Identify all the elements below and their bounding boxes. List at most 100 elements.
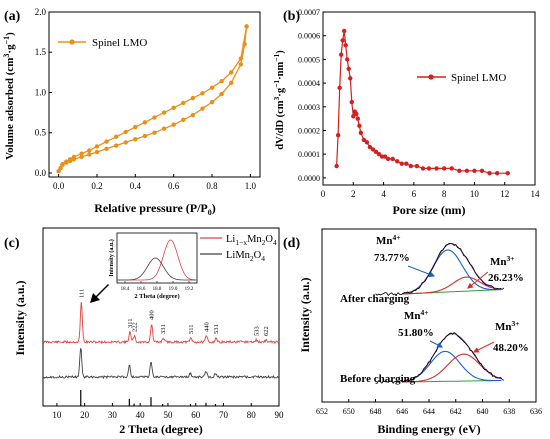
panel-d-after-label: After charging bbox=[340, 293, 410, 305]
panel-b: (b) 0 2 4 6 8 10 12 140.00000.00010.00020.00030… bbox=[272, 8, 540, 217]
panel-c-xtick-label: 10 bbox=[52, 410, 62, 420]
panel-d-before-envelope bbox=[402, 333, 502, 382]
panel-a-point bbox=[123, 129, 128, 135]
panel-d-after-raw bbox=[375, 242, 505, 297]
panel-a-point bbox=[113, 143, 119, 148]
panel-c-red-pattern bbox=[42, 302, 280, 345]
panel-c-peak-label: 622 bbox=[263, 326, 270, 336]
panel-a: (a) 0.0 0.2 0.4 0.6 0.8 1.0 0.0 0.5 1.0 1.5 2.0 Vo… bbox=[2, 7, 261, 217]
panel-a-point bbox=[67, 157, 73, 162]
panel-d-after-mn3-fit bbox=[402, 276, 502, 295]
panel-b-point bbox=[395, 159, 400, 164]
panel-d-after-mn3-arrow bbox=[467, 271, 489, 289]
panel-c-xtick-label: 30 bbox=[108, 410, 118, 420]
panel-d-xtick-label: 636 bbox=[530, 407, 542, 416]
panel-b-point bbox=[367, 144, 373, 150]
panel-b-xtick-label: 6 bbox=[412, 189, 417, 199]
panel-d-xtick-label: 642 bbox=[450, 407, 462, 416]
panel-b-point bbox=[355, 116, 361, 121]
panel-c-xtick-label: 90 bbox=[275, 410, 285, 420]
panel-b-legend-label: Spinel LMO bbox=[451, 72, 506, 84]
panel-c-peak-label: 531 bbox=[213, 324, 220, 334]
panel-c-inset-black bbox=[117, 257, 197, 281]
panel-a-point bbox=[58, 165, 63, 171]
panel-c-legend-red: Li1−xMn2O4 bbox=[226, 234, 277, 247]
panel-b-xtick-label: 10 bbox=[470, 189, 480, 199]
panel-b-point bbox=[464, 168, 470, 173]
panel-a-point bbox=[161, 126, 167, 131]
panel-a-point bbox=[200, 106, 205, 111]
panel-d-before-mn4-arrow bbox=[429, 340, 444, 348]
panel-a-point bbox=[87, 148, 92, 153]
panel-a-ytick-label: 0.0 bbox=[35, 168, 47, 178]
panel-d: (d) 652 650 648 646 644 642 640 638 636 Intensit… bbox=[283, 228, 542, 436]
panel-b-point bbox=[335, 133, 341, 138]
panel-d-before-mn4-fit bbox=[402, 350, 502, 383]
panel-d-xtick-label: 640 bbox=[477, 407, 489, 416]
panel-b-point bbox=[346, 66, 351, 72]
panel-c-peak-label: 311 bbox=[127, 318, 134, 328]
panel-a-point bbox=[71, 154, 77, 160]
panel-b-point bbox=[434, 166, 439, 171]
panel-d-xtick-label: 650 bbox=[343, 407, 355, 416]
panel-a-point bbox=[60, 161, 65, 167]
panel-c-zoom-arrow bbox=[90, 284, 109, 303]
panel-c-inset-xtick-label: 18.4 bbox=[121, 287, 130, 292]
panel-c-inset-xtick-label: 19.2 bbox=[185, 287, 194, 292]
panel-a-xtick-label: 0.4 bbox=[130, 181, 142, 191]
panel-a-point bbox=[190, 95, 196, 101]
panel-c-legend-black: LiMn2O4 bbox=[226, 250, 265, 263]
panel-c-xtick-label: 50 bbox=[163, 410, 173, 420]
panel-c-inset-xlabel: 2 Theta (degree) bbox=[134, 293, 179, 300]
panel-b-point bbox=[358, 130, 364, 136]
panel-d-after-mn4-arrow bbox=[407, 265, 436, 278]
panel-a-xtick-label: 0.8 bbox=[206, 181, 218, 191]
panel-a-point bbox=[64, 159, 69, 164]
panel-a-point bbox=[142, 133, 148, 139]
panel-b-ytick-label: 0.0004 bbox=[298, 79, 320, 88]
panel-b-point bbox=[399, 161, 404, 166]
panel-b-letter: (b) bbox=[283, 9, 300, 24]
panel-d-before-label: Before charging bbox=[340, 373, 416, 385]
panel-a-point bbox=[161, 110, 167, 115]
panel-b-xtick-label: 14 bbox=[531, 189, 541, 199]
panel-b-point bbox=[382, 154, 388, 159]
panel-b-xlabel: Pore size (nm) bbox=[392, 203, 465, 217]
panel-a-ylabel: Volume adsorbed (cm3·g−1) bbox=[2, 32, 16, 160]
panel-a-point bbox=[152, 115, 157, 120]
panel-d-xtick-label: 646 bbox=[396, 407, 408, 416]
panel-b-point bbox=[364, 140, 370, 145]
panel-b-xtick-label: 8 bbox=[442, 189, 447, 199]
panel-c-peak-label: 111 bbox=[78, 289, 85, 298]
panel-b-point bbox=[379, 154, 385, 159]
panel-a-point bbox=[181, 100, 186, 106]
panel-a-xtick-label: 0.6 bbox=[168, 181, 180, 191]
panel-a-point bbox=[219, 79, 224, 84]
panel-a-series-line bbox=[62, 26, 248, 165]
panel-d-before-mn4-label: Mn4+ bbox=[404, 308, 429, 322]
panel-a-point bbox=[171, 105, 176, 110]
panel-a-point bbox=[200, 91, 205, 96]
panel-a-ticks: 0.0 0.2 0.4 0.6 0.8 1.0 0.0 0.5 1.0 1.5 2.0 bbox=[35, 7, 257, 191]
panel-a-point bbox=[104, 139, 109, 144]
panel-b-point bbox=[441, 166, 447, 171]
panel-a-series-line bbox=[58, 26, 248, 172]
panel-b-point bbox=[342, 28, 347, 34]
panel-a-xtick-label: 0.2 bbox=[91, 181, 102, 191]
panel-d-xlabel: Binding energy (eV) bbox=[377, 422, 480, 436]
panel-c-peak-label: 511 bbox=[188, 324, 195, 334]
panel-b-point bbox=[351, 114, 356, 119]
panel-a-legend-label: Spinel LMO bbox=[92, 37, 147, 49]
panel-a-point bbox=[229, 70, 234, 75]
panel-a-point bbox=[142, 120, 148, 125]
panel-b-point bbox=[340, 38, 345, 43]
panel-b-ytick-label: 0.0001 bbox=[298, 150, 320, 159]
panel-c-legend: Li1−xMn2O4 LiMn2O4 bbox=[200, 234, 277, 263]
panel-b-point bbox=[487, 170, 492, 176]
panel-c-xtick-label: 60 bbox=[191, 410, 201, 420]
panel-a-point bbox=[123, 140, 128, 145]
panel-c-ticks: 10 20 30 40 50 60 70 80 90 bbox=[52, 403, 284, 420]
panel-a-point bbox=[209, 99, 215, 105]
panel-c-inset-ylabel: Intensity (a.u.) bbox=[108, 239, 115, 277]
